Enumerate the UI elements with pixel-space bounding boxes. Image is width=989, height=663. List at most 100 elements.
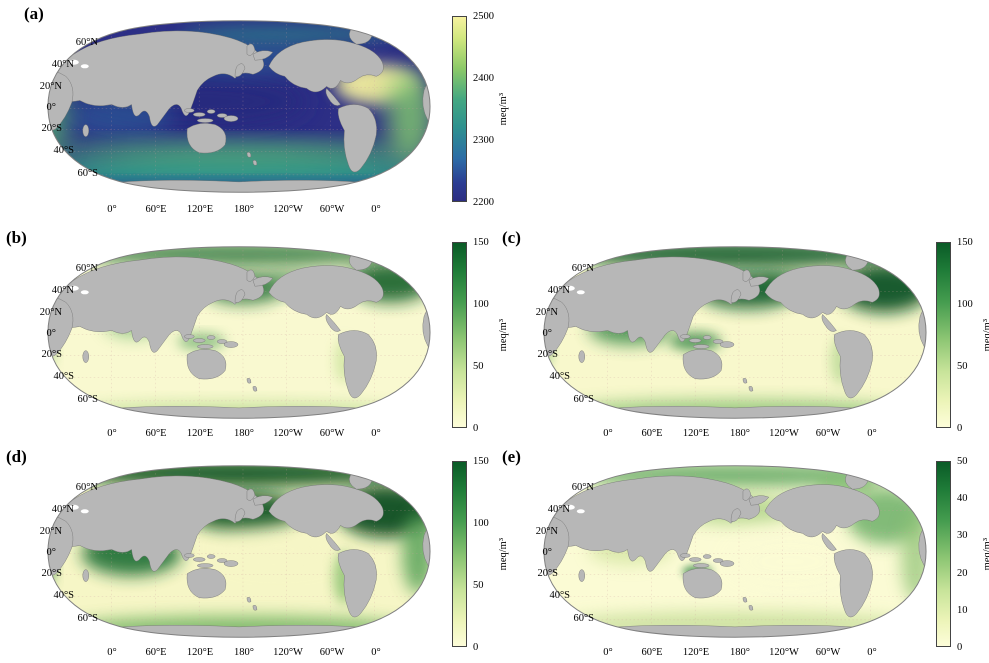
colorbar-ticks: 150 100 50 0 [957,237,989,434]
longitude-axis: 0° 60°E 120°E 180° 120°W 60°W 0° [536,428,934,442]
colorbar-tick-label: 0 [473,423,479,434]
colorbar-gradient [936,242,951,428]
longitude-tick-label: 60°E [641,647,663,658]
panel-label: (e) [502,447,521,466]
longitude-tick-label: 0° [867,428,877,439]
colorbar-tick-label: 50 [473,580,484,591]
world-map-c [536,242,934,428]
colorbar: 150 100 50 0 meq/m³ [452,237,516,434]
longitude-tick-label: 120°W [769,428,799,439]
longitude-tick-label: 0° [371,647,381,658]
colorbar: 50 40 30 20 10 0 meq/m³ [936,456,989,653]
colorbar-unit: meq/m³ [982,242,989,428]
colorbar: 150 100 50 0 meq/m³ [936,237,989,434]
map-a-svg [47,20,431,193]
panel-label: (c) [502,228,521,247]
longitude-tick-label: 60°W [319,647,345,658]
colorbar-tick-label: 2400 [473,73,494,84]
panel-label: (b) [6,228,27,247]
panel-b: (b) [0,226,509,445]
colorbar-unit-label: meq/m³ [498,92,509,126]
colorbar-gradient [936,461,951,647]
colorbar-tick-label: 50 [473,361,484,372]
longitude-tick-label: 180° [234,204,254,215]
colorbar-ticks: 150 100 50 0 [473,456,507,653]
longitude-tick-label: 60°E [641,428,663,439]
colorbar-tick-label: 100 [957,299,973,310]
map-b-svg [47,246,431,419]
longitude-axis: 0° 60°E 120°E 180° 120°W 60°W 0° [40,428,438,442]
longitude-tick-label: 0° [603,647,613,658]
longitude-tick-label: 120°W [273,428,303,439]
longitude-tick-label: 0° [603,428,613,439]
longitude-axis: 0° 60°E 120°E 180° 120°W 60°W 0° [40,647,438,661]
longitude-axis: 0° 60°E 120°E 180° 120°W 60°W 0° [40,204,438,218]
longitude-tick-label: 0° [107,647,117,658]
colorbar-tick-label: 100 [473,299,489,310]
colorbar-unit: meq/m³ [982,461,989,647]
colorbar-tick-label: 30 [957,530,968,541]
colorbar-gradient [452,461,467,647]
panel-label: (a) [24,4,44,23]
colorbar-tick-label: 0 [957,642,963,653]
longitude-tick-label: 60°W [319,428,345,439]
world-map-b [40,242,438,428]
longitude-tick-label: 120°E [682,428,710,439]
colorbar-tick-label: 40 [957,493,968,504]
colorbar-tick-label: 2500 [473,11,494,22]
colorbar-gradient [452,16,467,202]
colorbar-ticks: 150 100 50 0 [473,237,507,434]
colorbar-tick-label: 50 [957,361,968,372]
colorbar-tick-label: 2300 [473,135,494,146]
longitude-tick-label: 60°W [319,204,345,215]
longitude-tick-label: 120°W [273,647,303,658]
longitude-tick-label: 60°E [145,428,167,439]
colorbar-tick-label: 0 [473,642,479,653]
panel-label: (d) [6,447,27,466]
longitude-tick-label: 60°E [145,647,167,658]
map-d-svg [47,465,431,638]
colorbar-unit-label: meq/m³ [982,537,989,571]
panel-e: (e) [496,445,989,663]
longitude-axis: 0° 60°E 120°E 180° 120°W 60°W 0° [536,647,934,661]
longitude-tick-label: 180° [234,428,254,439]
longitude-tick-label: 60°W [815,428,841,439]
longitude-tick-label: 120°W [273,204,303,215]
longitude-tick-label: 120°E [186,204,214,215]
map-c-svg [543,246,927,419]
colorbar-gradient [452,242,467,428]
map-e-svg [543,465,927,638]
colorbar-tick-label: 150 [473,456,489,467]
world-map-a [40,16,438,202]
longitude-tick-label: 120°E [682,647,710,658]
longitude-tick-label: 0° [107,204,117,215]
longitude-tick-label: 180° [730,428,750,439]
longitude-tick-label: 0° [371,204,381,215]
colorbar-unit-label: meq/m³ [982,318,989,352]
longitude-tick-label: 0° [371,428,381,439]
colorbar-tick-label: 100 [473,518,489,529]
colorbar-ticks: 50 40 30 20 10 0 [957,456,989,653]
colorbar-ticks: 2500 2400 2300 2200 [473,11,507,208]
longitude-tick-label: 60°E [145,204,167,215]
world-map-d [40,461,438,647]
colorbar-tick-label: 2200 [473,197,494,208]
longitude-tick-label: 120°E [186,428,214,439]
longitude-tick-label: 60°W [815,647,841,658]
colorbar: 2500 2400 2300 2200 meq/m³ [452,11,516,208]
longitude-tick-label: 120°W [769,647,799,658]
colorbar-tick-label: 20 [957,568,968,579]
world-map-e [536,461,934,647]
colorbar-tick-label: 0 [957,423,963,434]
panel-a: (a) [0,0,509,226]
colorbar-tick-label: 50 [957,456,968,467]
longitude-tick-label: 0° [867,647,877,658]
longitude-tick-label: 0° [107,428,117,439]
longitude-tick-label: 120°E [186,647,214,658]
colorbar-tick-label: 10 [957,605,968,616]
colorbar-unit: meq/m³ [498,16,509,202]
longitude-tick-label: 180° [234,647,254,658]
colorbar-tick-label: 150 [957,237,973,248]
longitude-tick-label: 180° [730,647,750,658]
